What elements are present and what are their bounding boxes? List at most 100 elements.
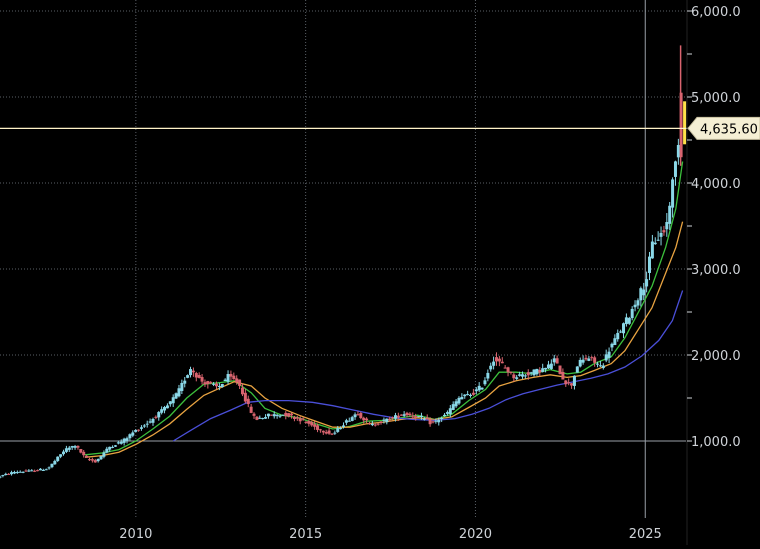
candle-body [243,392,247,402]
candle-body [122,438,126,443]
candle-body [642,289,646,296]
candle-body [382,419,386,421]
candle-body [232,375,236,380]
candle-body [113,445,117,447]
candle-body [160,409,164,413]
candle-body [405,412,409,416]
candle-body [448,408,452,415]
candle-body [229,373,233,377]
candle-body [44,469,48,471]
candle-body [137,429,141,431]
candle-body [662,230,666,233]
y-tick-label: 6,000.0 [691,5,741,20]
candle-body [645,279,649,287]
candle-body [330,433,334,435]
candle-body [316,425,320,430]
candle-body [419,415,423,418]
candle-body [587,358,591,361]
candle-body [264,417,268,419]
x-tick-label: 2010 [119,527,152,542]
candle-body [125,438,129,441]
candle-body [82,451,86,456]
candle-body [298,418,302,422]
candle-body [529,372,533,374]
candle-body [50,463,54,468]
candle-body [656,239,660,241]
candle-body [486,372,490,379]
candle-body [223,379,227,382]
candle-body [650,241,654,259]
candle-body [278,415,282,417]
candle-body [480,387,484,390]
candle-body [388,418,392,421]
candle-body [15,472,19,474]
candle-body [668,205,672,224]
candle-body [186,375,190,378]
candle-body [220,384,224,388]
candle-body [483,380,487,385]
candle-body [73,446,77,448]
candle-body [76,445,80,448]
current-price-label: 4,635.60 [700,122,758,137]
x-tick-label: 2020 [459,527,492,542]
candle-body [183,380,187,384]
candle-body [191,370,195,373]
candle-body [275,414,279,417]
candle-body [266,413,270,417]
candle-body [379,421,383,423]
candle-body [428,419,432,425]
candle-body [422,418,426,420]
candle-body [321,430,325,433]
candle-body [434,420,438,422]
candle-body [469,394,473,396]
candle-body [570,383,574,386]
candle-body [18,471,22,473]
candle-body [301,418,305,420]
candle-body [578,359,582,367]
candle-body [647,256,651,273]
candle-body [463,394,467,397]
candle-body [313,424,317,427]
candle-body [148,421,152,423]
candle-body [535,368,539,375]
candle-body [353,414,357,418]
moving-average-layer [84,161,684,458]
x-tick-label: 2025 [629,527,662,542]
candle-body [518,374,522,376]
candle-body [676,145,680,158]
candle-body [258,417,262,419]
candle-body [157,412,161,418]
candle-body [27,470,31,472]
candle-body [36,470,40,472]
candle-body [134,430,138,432]
y-tick-label: 2,000.0 [691,349,741,364]
candle-body [339,428,343,430]
candle-body [541,368,545,372]
candle-body [376,423,380,425]
candle-body [474,389,478,392]
axis-layer: 1,000.0 2,000.0 3,000.0 4,000.0 5,000.0 6,000… [119,0,741,545]
candle-body [93,460,97,463]
candle-body [679,92,683,158]
current-price-tag [687,116,760,140]
candle-body [56,456,60,461]
candle-body [200,377,204,382]
candle-body [333,432,337,434]
moving-average-short-line [84,161,684,456]
candle-body [613,338,617,345]
candle-body [495,357,499,362]
candle-body [451,404,455,410]
candle-body [272,414,276,417]
moving-average-mid-line [84,221,684,458]
y-tick-label: 3,000.0 [691,263,741,278]
candle-body [402,414,406,416]
candle-body [515,377,519,379]
candle-body [290,413,294,416]
candle-body [567,382,571,384]
candle-body [336,428,340,432]
candle-body [471,392,475,395]
candle-body [111,446,115,448]
candle-body [4,473,8,475]
candle-body [575,366,579,373]
